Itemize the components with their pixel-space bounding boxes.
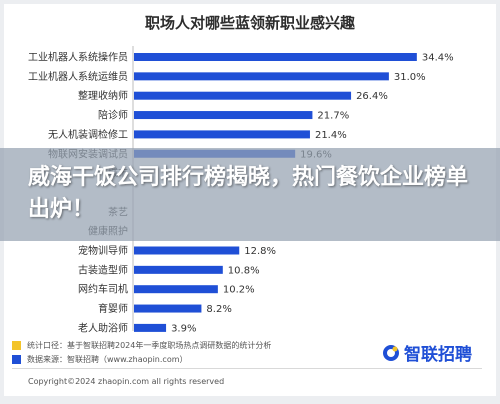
bar: [134, 285, 218, 294]
category-label: 古装造型师: [78, 263, 128, 276]
value-label: 21.7%: [317, 111, 349, 122]
value-label: 10.2%: [223, 285, 255, 296]
footnote-caliber: 统计口径：基于智联招聘2024年一季度职场热点调研数据的统计分析: [12, 340, 271, 351]
bar: [134, 72, 389, 81]
bar: [134, 304, 202, 313]
category-label: 工业机器人系统运维员: [28, 70, 128, 83]
copyright: Copyright©2024 zhaopin.com all rights re…: [28, 377, 225, 386]
footnote-caliber-text: 统计口径：基于智联招聘2024年一季度职场热点调研数据的统计分析: [27, 341, 272, 350]
bar: [134, 246, 240, 255]
category-label: 网约车司机: [78, 283, 128, 296]
category-label: 老人助浴师: [78, 321, 128, 334]
bar: [134, 265, 223, 274]
bar: [134, 130, 310, 139]
bar: [134, 53, 417, 61]
zhaopin-logo-icon: [383, 344, 399, 361]
category-label: 工业机器人系统操作员: [28, 51, 128, 64]
bar: [134, 323, 167, 332]
bar: [134, 111, 313, 120]
footnote-source: 数据来源：智联招聘（www.zhaopin.com）: [12, 354, 188, 365]
chart-title: 职场人对哪些蓝领新职业感兴趣: [144, 14, 355, 32]
footer-divider: [12, 368, 482, 369]
headline[interactable]: 威海干饭公司排行榜揭晓，热门餐饮企业榜单出炉！: [28, 165, 469, 222]
value-label: 26.4%: [356, 91, 388, 102]
category-label: 无人机装调检修工: [48, 128, 128, 141]
category-label: 育婴师: [98, 302, 128, 315]
category-label: 宠物训导师: [78, 244, 128, 257]
value-label: 21.4%: [315, 130, 347, 141]
value-label: 8.2%: [206, 304, 231, 315]
logo-text: 智联招聘: [404, 345, 472, 365]
zhaopin-logo: 智联招聘: [382, 340, 472, 365]
category-label: 陪诊师: [98, 109, 128, 122]
value-label: 10.8%: [228, 265, 260, 276]
value-label: 34.4%: [422, 53, 454, 64]
value-label: 31.0%: [394, 72, 426, 83]
value-label: 3.9%: [171, 323, 196, 334]
category-label: 整理收纳师: [78, 89, 128, 102]
value-label: 12.8%: [244, 246, 276, 257]
headline-overlay: [0, 148, 500, 241]
footnote-source-text: 数据来源：智联招聘（www.zhaopin.com）: [27, 355, 188, 364]
bar: [134, 91, 352, 100]
caliber-swatch: [12, 341, 21, 350]
source-swatch: [12, 355, 21, 364]
